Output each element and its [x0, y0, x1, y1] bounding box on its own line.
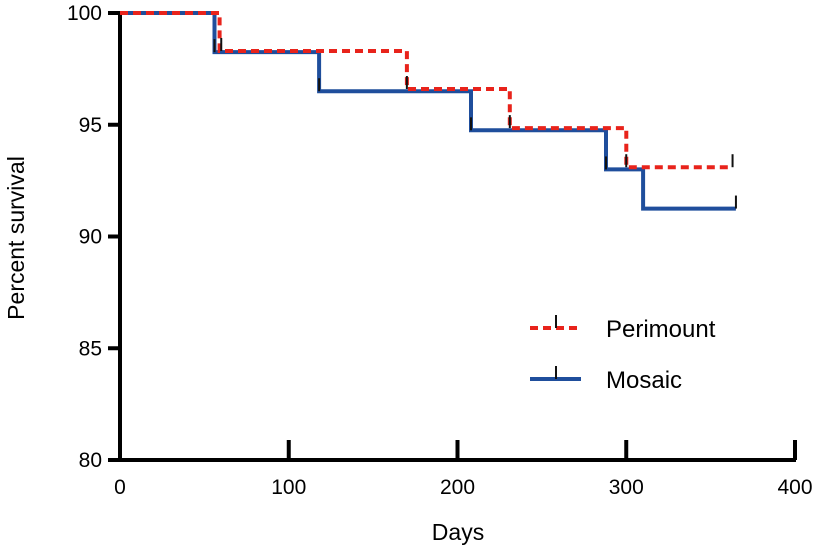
x-tick-label: 300 — [609, 476, 644, 499]
legend-label-mosaic: Mosaic — [606, 367, 682, 394]
y-tick-label: 85 — [79, 337, 102, 360]
x-tick-label: 0 — [114, 476, 126, 499]
series-line-mosaic — [120, 11, 736, 211]
y-tick-label: 80 — [79, 449, 102, 472]
x-tick-label: 200 — [440, 476, 475, 499]
y-tick-label: 90 — [79, 226, 102, 249]
x-axis-title: Days — [432, 519, 484, 545]
x-tick-label: 100 — [271, 476, 306, 499]
series-layer — [120, 11, 737, 211]
y-tick-label: 100 — [67, 2, 102, 25]
axes — [118, 12, 796, 462]
ticks: 0 100 200 300 400 80 85 90 95 100 — [67, 2, 813, 499]
y-tick-label: 95 — [79, 114, 102, 137]
legend-label-perimount: Perimount — [606, 316, 716, 343]
series-line-perimount — [120, 11, 733, 170]
x-tick-label: 400 — [777, 476, 812, 499]
legend: Perimount Mosaic — [530, 315, 716, 394]
y-axis-title: Percent survival — [3, 156, 29, 320]
